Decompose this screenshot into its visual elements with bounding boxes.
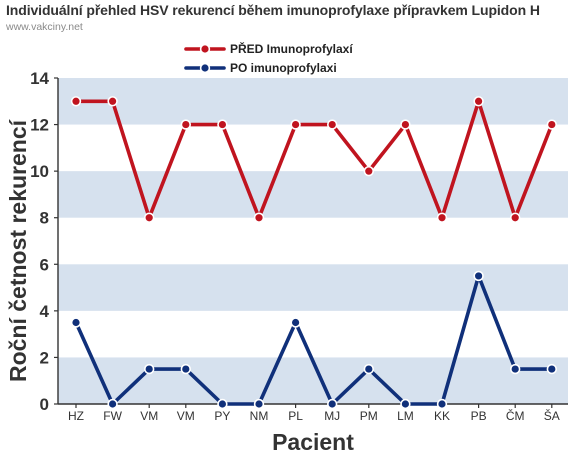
y-tick-label: 10 <box>30 162 49 181</box>
x-tick-label: LM <box>397 409 414 423</box>
chart-title: Individuální přehled HSV rekurencí během… <box>6 2 540 18</box>
x-tick-label: ČM <box>506 408 525 423</box>
data-point <box>70 96 82 107</box>
grid-bands <box>58 78 568 404</box>
x-tick-label: VM <box>177 409 195 423</box>
data-point <box>400 119 411 130</box>
x-tick-label: KK <box>434 409 450 423</box>
data-point <box>253 398 265 410</box>
data-point <box>144 212 155 223</box>
data-point <box>363 165 374 177</box>
x-tick-label: HZ <box>68 409 84 423</box>
data-point <box>107 398 118 410</box>
x-tick-label: PL <box>288 409 303 423</box>
axes <box>54 77 568 408</box>
data-point <box>363 363 374 375</box>
data-point <box>290 119 301 130</box>
x-tick-label: NM <box>250 409 269 423</box>
legend: PŘED Imunoprofylaxí PO imunoprofylaxi <box>184 41 353 75</box>
grid-band <box>58 78 568 125</box>
data-point <box>180 363 192 375</box>
y-tick-label: 8 <box>40 209 49 228</box>
data-point <box>510 363 521 375</box>
data-point <box>290 317 301 328</box>
data-point <box>217 398 228 410</box>
y-tick-labels: 0 2 4 6 8 10 12 14 <box>30 69 49 414</box>
y-tick-label: 12 <box>30 116 49 135</box>
y-tick-label: 14 <box>30 69 49 88</box>
x-tick-label: PB <box>471 409 487 423</box>
data-point <box>217 119 228 130</box>
legend-label: PŘED Imunoprofylaxí <box>230 41 353 56</box>
data-point <box>253 212 265 223</box>
y-tick-label: 0 <box>40 395 49 414</box>
data-point <box>400 398 411 410</box>
data-point <box>180 119 192 130</box>
series-layer <box>70 96 557 410</box>
data-point <box>436 212 448 223</box>
grid-band <box>58 171 568 218</box>
data-point <box>546 363 557 375</box>
x-tick-label: MJ <box>324 409 340 423</box>
legend-marker <box>199 62 211 74</box>
data-point <box>327 119 338 130</box>
data-point <box>510 212 521 223</box>
series-line-0 <box>74 99 554 220</box>
data-point <box>70 317 82 328</box>
data-point <box>473 270 484 282</box>
x-tick-labels: HZ FW VM VM PY NM PL MJ PM LM KK PB ČM ŠA <box>68 408 560 423</box>
data-point <box>107 96 118 107</box>
x-tick-label: PY <box>214 409 230 423</box>
y-tick-label: 2 <box>40 348 49 367</box>
source-url: www.vakciny.net <box>6 21 83 33</box>
data-point <box>144 363 155 375</box>
data-point <box>327 398 338 410</box>
legend-label: PO imunoprofylaxi <box>230 61 337 75</box>
data-point <box>473 96 484 107</box>
y-axis-label: Roční četnost rekurencí <box>5 118 31 382</box>
x-tick-label: ŠA <box>544 408 560 423</box>
data-point <box>436 398 448 410</box>
data-point <box>546 119 557 130</box>
y-tick-label: 6 <box>40 255 49 274</box>
x-tick-label: FW <box>103 409 122 423</box>
legend-marker <box>199 43 211 55</box>
x-axis-label: Pacient <box>272 429 354 455</box>
x-tick-label: VM <box>140 409 158 423</box>
series-line-1 <box>74 274 554 406</box>
x-tick-label: PM <box>360 409 378 423</box>
y-tick-label: 4 <box>40 302 50 321</box>
